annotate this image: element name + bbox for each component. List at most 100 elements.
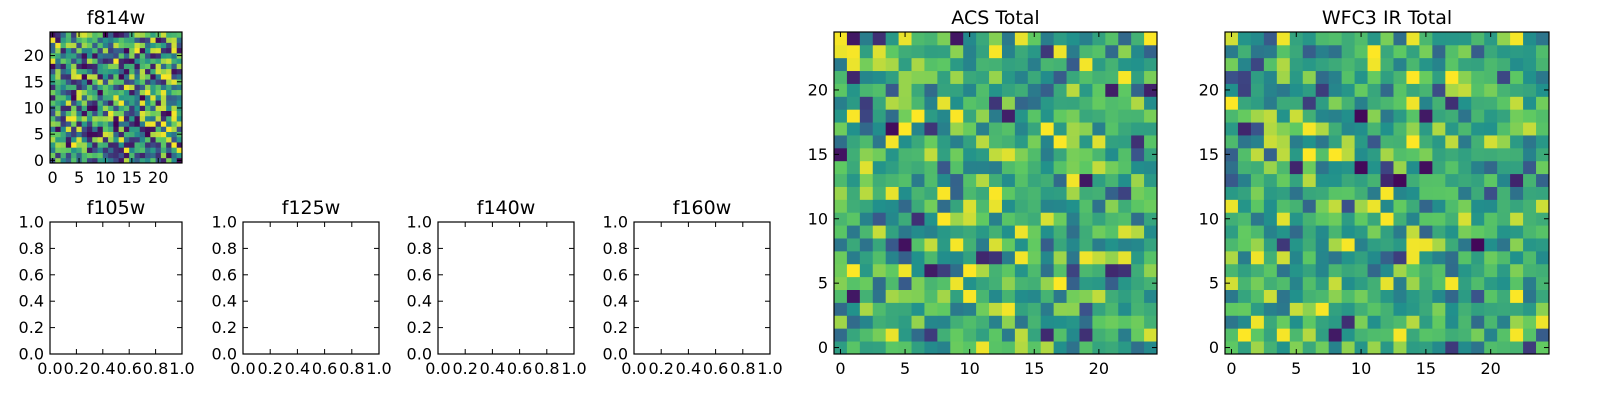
heatmap-cell [1497,341,1511,355]
heatmap-cell [1354,147,1368,162]
heatmap-cell [1079,328,1093,342]
heatmap-cell [113,131,120,138]
heatmap-cell [1079,44,1093,59]
heatmap-cell [859,289,874,303]
heatmap-cell [1471,225,1485,239]
heatmap-cell [1289,276,1304,290]
heatmap-cell [129,131,135,138]
heatmap-cell [1105,302,1119,316]
heatmap-cell [1289,96,1304,110]
heatmap-cell [898,315,912,329]
heatmap-cell [166,63,172,70]
heatmap-cell [1066,186,1080,200]
heatmap-cell [1105,160,1119,175]
heatmap-cell [1341,96,1355,110]
heatmap-cell [1315,276,1330,290]
heatmap-cell [924,83,938,97]
heatmap-cell [1289,70,1304,84]
heatmap-cell [834,173,848,187]
heatmap-cell [924,57,938,72]
heatmap-cell [1263,276,1278,290]
heatmap-cell [1471,160,1485,175]
heatmap-cell [1432,315,1446,329]
heatmap-cell [1432,199,1446,213]
heatmap-cell [834,70,848,84]
heatmap-cell [1118,135,1132,149]
heatmap-cell [1497,199,1511,213]
heatmap-cell [176,63,183,70]
heatmap-cell [145,42,151,49]
heatmap-cell [1523,160,1537,175]
heatmap-cell [1040,212,1055,226]
heatmap-cell [1092,57,1106,72]
heatmap-cell [963,122,977,136]
heatmap-cell [1445,263,1459,278]
heatmap-cell [113,89,120,96]
heatmap-cell [1053,225,1067,239]
heatmap-cell [1040,135,1055,149]
heatmap-cell [1276,238,1291,252]
heatmap-cell [834,225,848,239]
heatmap-cell [1237,160,1252,175]
heatmap-cell [1458,238,1472,252]
heatmap-cell [872,32,887,46]
heatmap-cell [1118,186,1132,200]
heatmap-cell [1079,57,1093,72]
heatmap-cell [1458,44,1472,59]
heatmap-cell [97,152,104,159]
heatmap-cell [834,186,848,200]
heatmap-cell [989,57,1003,72]
heatmap-cell [160,115,167,122]
heatmap-cell [71,136,77,143]
heatmap-cell [171,63,178,70]
heatmap-cell [989,83,1003,97]
heatmap-cell [1250,57,1265,72]
heatmap-cell [989,147,1003,162]
heatmap-cell [1289,341,1304,355]
heatmap-cell [1458,147,1472,162]
heatmap-cell [1445,83,1459,97]
heatmap-cell [86,52,93,59]
y-tick-label: 0.2 [19,318,44,337]
heatmap-cell [1250,122,1265,136]
heatmap-cell [1027,212,1042,226]
heatmap-cell [834,57,848,72]
heatmap-cell [1341,32,1355,46]
heatmap-cell [885,83,899,97]
heatmap-cell [139,47,146,54]
heatmap-cell [1354,173,1368,187]
heatmap-cell [1144,96,1158,110]
heatmap-cell [1118,263,1132,278]
heatmap-cell [1328,341,1343,355]
heatmap-cell [150,73,156,80]
heatmap-cell [1066,289,1080,303]
heatmap-cell [129,63,135,70]
heatmap-cell [160,131,167,138]
heatmap-cell [1040,341,1055,355]
heatmap-cell [1471,250,1485,265]
heatmap-cell [834,328,848,342]
heatmap-cell [139,37,146,43]
heatmap-cell [1079,238,1093,252]
heatmap-cell [872,173,887,187]
heatmap-cell [976,212,990,226]
heatmap-cell [160,147,167,153]
heatmap-cell [1001,250,1016,265]
y-tick-label: 1.0 [407,213,432,232]
heatmap-cell [1144,109,1158,123]
heatmap-cell [885,341,899,355]
heatmap-cell [86,32,93,38]
heatmap-cell [1001,135,1016,149]
heatmap-cell [55,52,61,59]
heatmap-cell [872,276,887,290]
heatmap-cell [118,68,125,75]
heatmap-cell [898,57,912,72]
heatmap-cell [1432,238,1446,252]
heatmap-cell [1105,135,1119,149]
heatmap-cell [950,263,964,278]
heatmap-cell [145,126,151,132]
heatmap-cell [102,136,109,143]
heatmap-cell [1105,57,1119,72]
heatmap-cell [176,142,183,148]
